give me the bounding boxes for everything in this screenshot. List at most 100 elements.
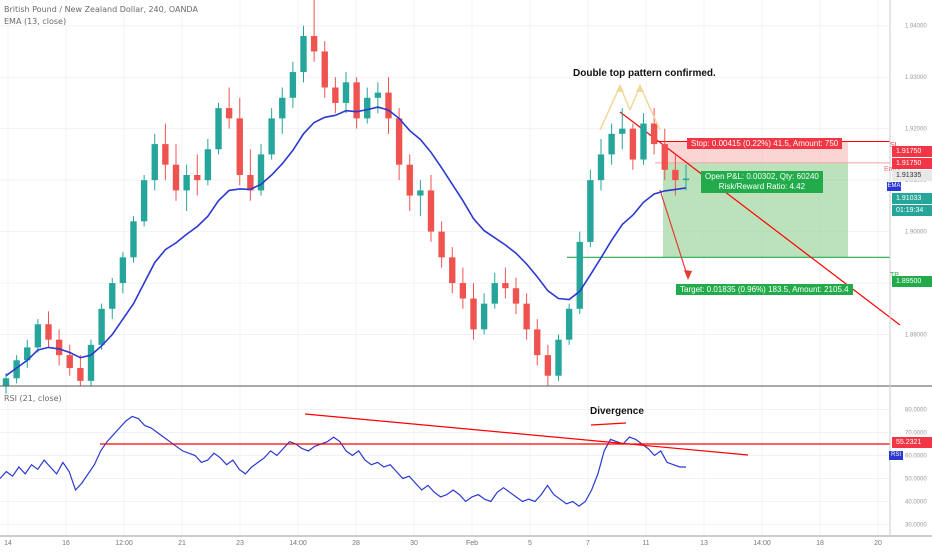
entry-tag: Entry — [884, 166, 900, 173]
time-tick-label: 16 — [62, 540, 70, 547]
candle-body — [247, 174, 254, 191]
candle-body — [236, 118, 243, 175]
time-tick-label: 30 — [410, 540, 418, 547]
candle-body — [406, 164, 413, 196]
candle-body — [650, 123, 658, 145]
candle-body — [321, 51, 328, 88]
time-tick-label: 21 — [178, 540, 186, 547]
candle-body — [640, 123, 647, 160]
rsi-series — [0, 413, 890, 507]
trade-zones — [567, 141, 890, 258]
candle-body — [661, 144, 668, 170]
rsi-tick-label: 60.0000 — [905, 454, 927, 460]
candle-body — [395, 118, 403, 165]
time-tick-label: Feb — [466, 540, 478, 547]
candle-body — [172, 164, 180, 191]
candle-body — [2, 378, 10, 386]
candle-body — [512, 288, 520, 304]
candle-body — [523, 303, 530, 330]
candle-body — [353, 82, 360, 119]
candle-body — [77, 367, 84, 381]
candle-body — [130, 221, 137, 258]
rsi-divergence-line — [304, 413, 749, 456]
candle-body — [310, 36, 318, 52]
stop-label: Stop: 0.00415 (0.22%) 41.5, Amount: 750 — [687, 138, 843, 149]
ema-legend: EMA (13, close) — [4, 17, 67, 26]
candle-body — [332, 87, 339, 103]
divergence-annotation: Divergence — [590, 406, 644, 417]
target-arrow — [659, 189, 689, 279]
candle-body — [385, 92, 392, 119]
candle-body — [98, 308, 105, 345]
rsi-tick-label: 50.0000 — [905, 477, 927, 483]
candle-body — [215, 108, 222, 150]
time-tick-label: 7 — [586, 540, 590, 547]
symbol-title: British Pound / New Zealand Dollar, 240,… — [4, 5, 198, 14]
candle-body — [619, 128, 626, 134]
candle-body — [459, 283, 467, 299]
rsi-axis-box: RSI — [889, 451, 903, 460]
candle-body — [438, 231, 445, 258]
candle-body — [194, 174, 201, 181]
ema-line — [5, 106, 687, 377]
candle-body — [45, 324, 52, 340]
candle-body — [470, 298, 477, 330]
candle-body — [608, 133, 615, 155]
sl-tag: SL — [890, 142, 899, 149]
candle-body — [576, 241, 583, 309]
target-arrowhead — [684, 270, 692, 280]
last-price-marker: 1.91033 — [892, 193, 932, 204]
candle-body — [268, 118, 275, 155]
rsi-tick-label: 40.0000 — [905, 500, 927, 506]
candle-body — [587, 180, 594, 242]
candle-body — [66, 355, 73, 368]
candle-body — [55, 339, 63, 356]
candlestick-series — [2, 0, 690, 394]
rsi-level-marker: 55.2321 — [892, 437, 932, 448]
grid-layer — [0, 0, 890, 536]
time-tick-label: 20 — [874, 540, 882, 547]
price-tick-label: 1.92000 — [905, 127, 927, 133]
candle-body — [427, 190, 435, 232]
candle-body — [289, 72, 297, 98]
candle-body — [534, 329, 541, 356]
countdown-marker: 01:19:34 — [892, 205, 932, 216]
time-tick-label: 14 — [4, 540, 12, 547]
time-tick-label: 23 — [236, 540, 244, 547]
risk-reward-text: Risk/Reward Ratio: 4.42 — [718, 182, 806, 191]
open-pl-label: Open P&L: 0.00302, Qty: 60240 Risk/Rewar… — [701, 171, 823, 193]
candle-body — [140, 180, 148, 222]
candle-body — [162, 144, 169, 165]
current-price-marker: 1.91335 — [892, 170, 932, 181]
candle-body — [682, 178, 690, 181]
candle-body — [544, 355, 552, 376]
candle-body — [342, 82, 350, 103]
candle-body — [364, 97, 371, 119]
rsi-tick-label: 30.0000 — [905, 523, 927, 529]
price-tick-label: 1.91000 — [905, 178, 927, 184]
candle-body — [597, 154, 605, 181]
candle-body — [34, 324, 42, 348]
candle-body — [119, 257, 127, 284]
time-tick-label: 14:00 — [289, 540, 307, 547]
open-pl-text: Open P&L: 0.00302, Qty: 60240 — [705, 172, 819, 181]
candle-body — [151, 144, 158, 181]
candle-body — [87, 344, 95, 381]
double-top-annotation: Double top pattern confirmed. — [573, 68, 716, 79]
candle-body — [491, 283, 498, 304]
rsi-legend: RSI (21, close) — [4, 394, 62, 403]
double-top-arrow-left — [599, 84, 631, 131]
candle-body — [13, 360, 20, 379]
price-tick-label: 1.93000 — [905, 75, 927, 81]
candle-body — [300, 36, 307, 73]
time-tick-label: 13 — [700, 540, 708, 547]
ema-axis-box: EMA — [887, 182, 901, 191]
sl-price-marker: 1.91750 — [892, 146, 932, 157]
price-tick-label: 1.90000 — [905, 230, 927, 236]
time-tick-label: 5 — [528, 540, 532, 547]
candle-body — [24, 347, 31, 361]
candle-body — [480, 303, 488, 330]
